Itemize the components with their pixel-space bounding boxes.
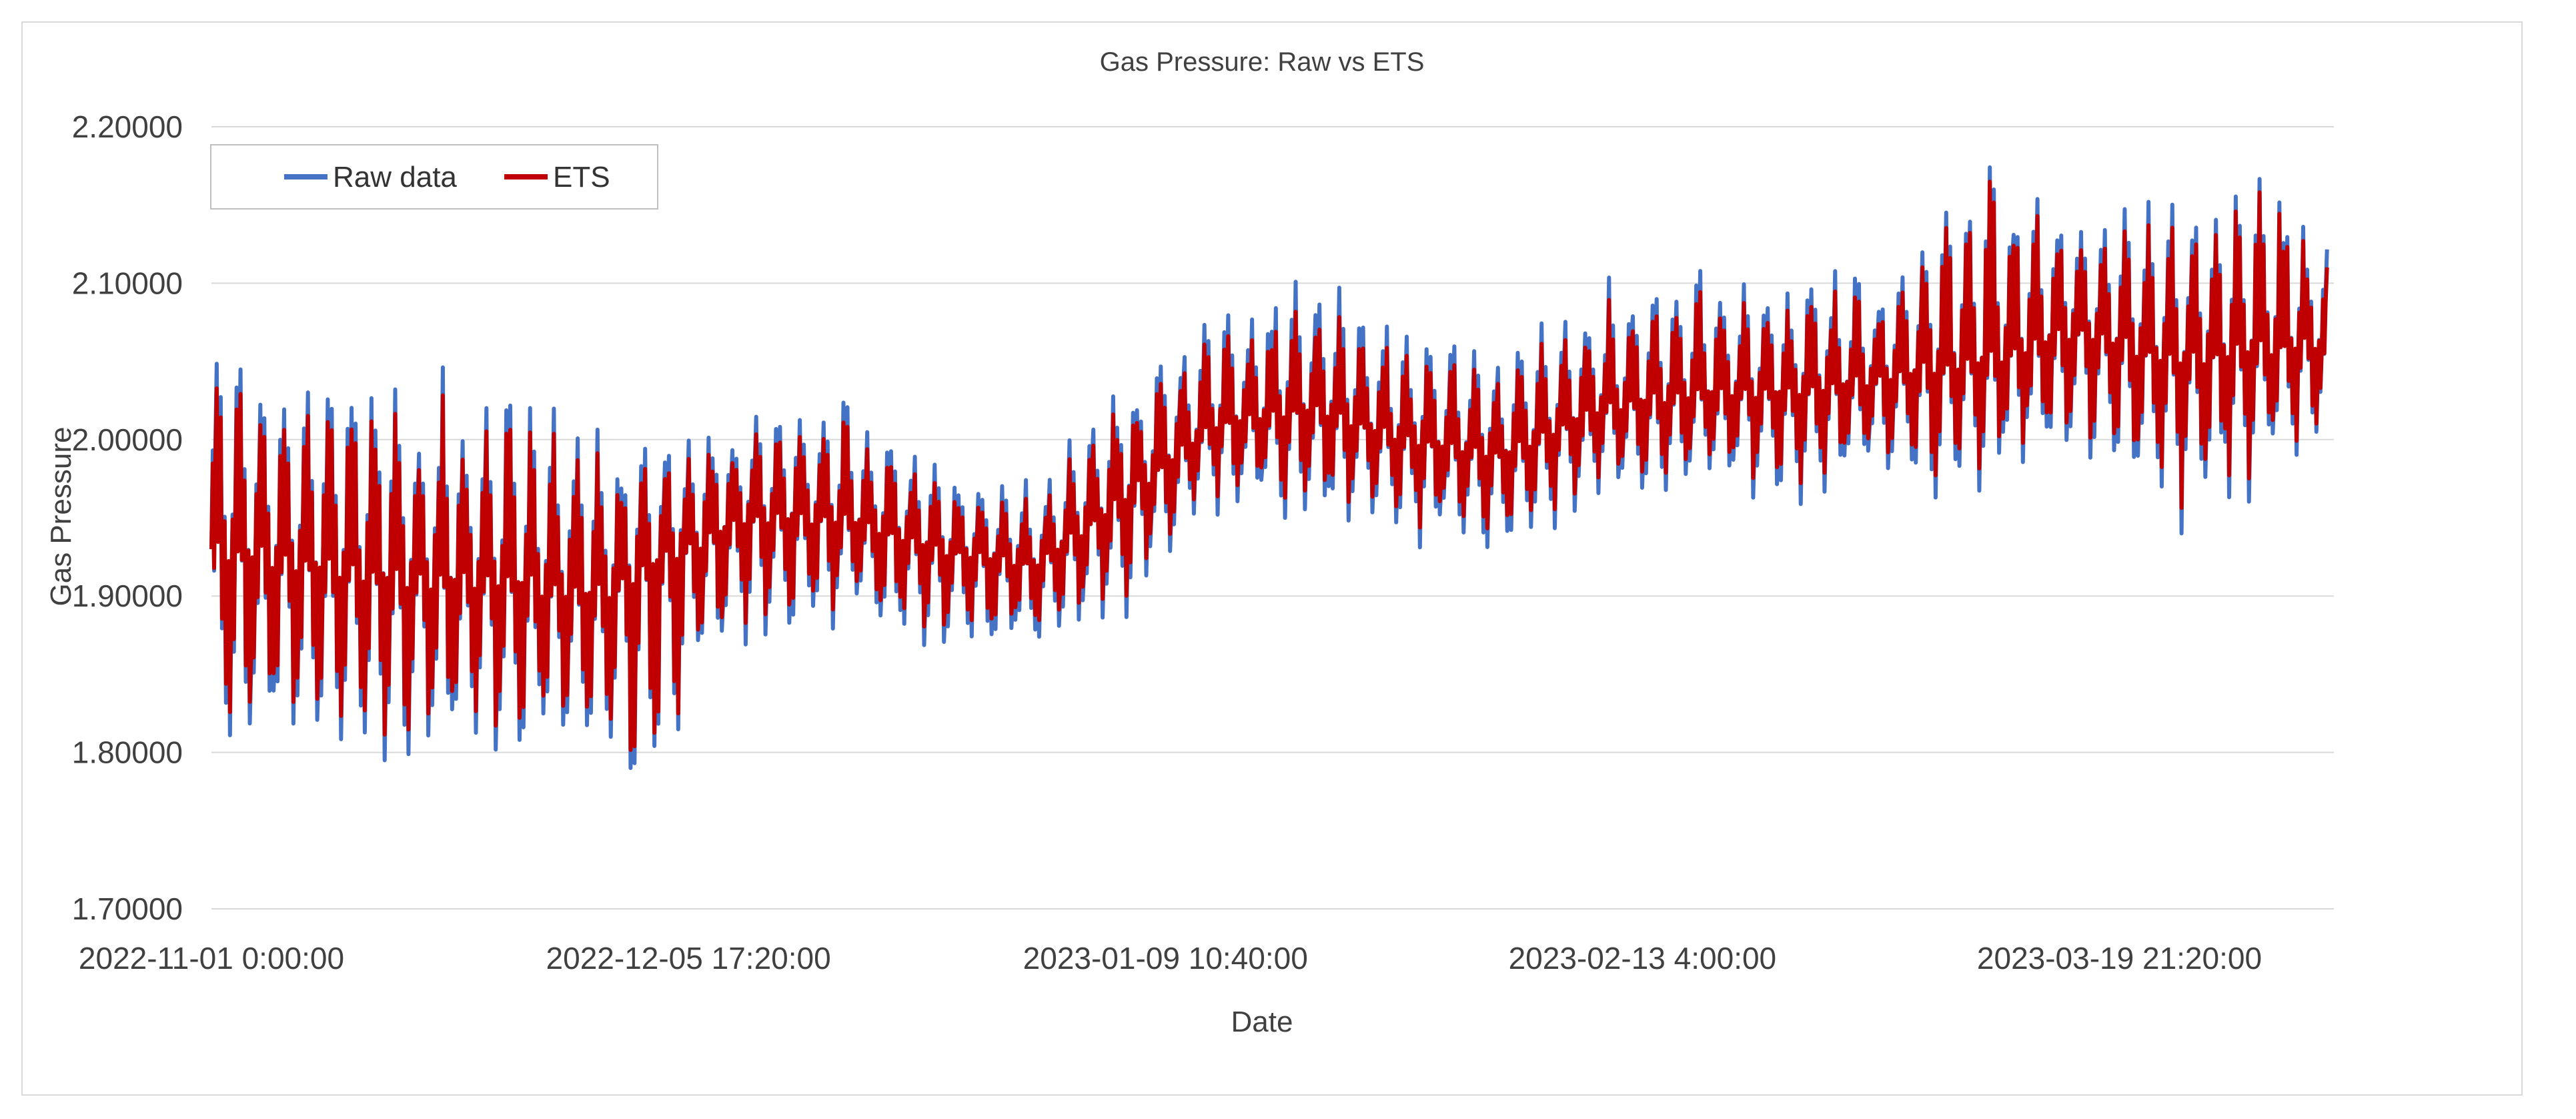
legend-label-ets: ETS [553, 161, 610, 194]
x-tick-label: 2023-01-09 10:40:00 [1023, 941, 1308, 976]
y-tick-label: 2.10000 [72, 266, 183, 300]
chart-frame: Gas Pressure: Raw vs ETS 1.70000 1.80000 1… [21, 21, 2523, 1096]
y-tick-label: 1.70000 [72, 891, 183, 926]
chart-svg: Gas Pressure: Raw vs ETS 1.700001.800001… [45, 47, 2334, 1038]
y-tick-label: 1.80000 [72, 735, 183, 770]
x-tick-label: 2023-03-19 21:20:00 [1977, 941, 2262, 976]
x-axis-title: Date [1231, 1006, 1293, 1038]
x-tick-label: 2022-12-05 17:20:00 [546, 941, 831, 976]
chart-title: Gas Pressure: Raw vs ETS [1100, 47, 1425, 77]
x-tick-label: 2022-11-01 0:00:00 [79, 941, 344, 976]
x-tick-label: 2023-02-13 4:00:00 [1509, 941, 1777, 976]
legend-box [210, 144, 658, 210]
y-axis-title: Gas Pressure [45, 427, 77, 607]
x-tick-labels: 2022-11-01 0:00:00 2022-12-05 17:20:00 202… [79, 941, 2262, 976]
plot-series [209, 165, 2329, 770]
y-tick-label: 2.20000 [72, 109, 183, 144]
legend-label-raw-data: Raw data [333, 161, 457, 194]
legend: Raw data ETS [210, 144, 658, 210]
y-tick-labels: 1.70000 1.80000 1.90000 2.00000 2.10000 2.200… [72, 109, 183, 926]
y-tick-label: 2.00000 [72, 422, 183, 457]
y-tick-label: 1.90000 [72, 579, 183, 613]
series-line-ets [209, 179, 2329, 752]
